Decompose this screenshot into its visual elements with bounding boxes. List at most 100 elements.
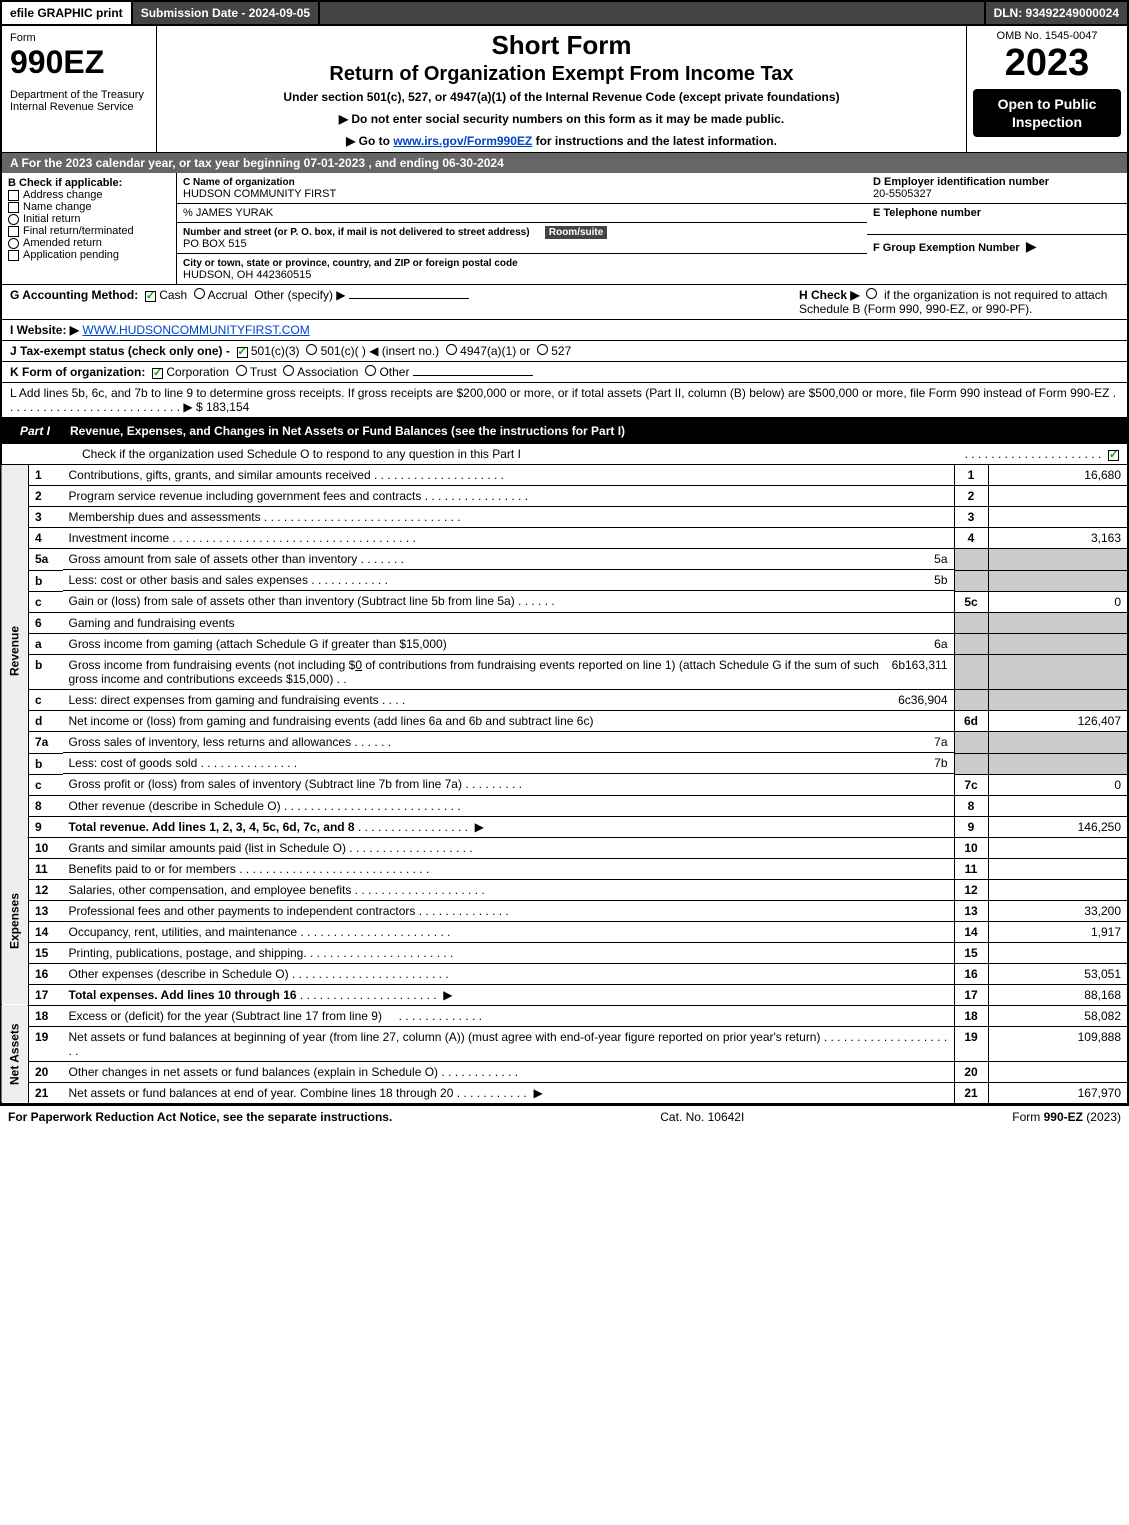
title-short-form: Short Form	[165, 30, 958, 61]
k-label: K Form of organization:	[10, 365, 145, 379]
row6-desc: Gaming and fundraising events	[63, 612, 955, 633]
row4-desc: Investment income	[69, 531, 170, 545]
goto-link-line: ▶ Go to www.irs.gov/Form990EZ for instru…	[165, 134, 958, 148]
chk-application-pending[interactable]	[8, 250, 19, 261]
row7a-sub: 7a	[934, 735, 947, 749]
chk-initial-return[interactable]	[8, 214, 19, 225]
row6b-val: 0	[355, 658, 362, 672]
footer-right: Form 990-EZ (2023)	[1012, 1110, 1121, 1124]
footer-right-bold: 990-EZ	[1044, 1110, 1083, 1124]
side-revenue: Revenue	[1, 465, 29, 837]
row19-amt: 109,888	[988, 1026, 1128, 1061]
line-l: L Add lines 5b, 6c, and 7b to line 9 to …	[0, 383, 1129, 418]
row7c-amt: 0	[988, 774, 1128, 795]
row15-amt	[988, 942, 1128, 963]
part-i-tab: Part I	[10, 422, 60, 440]
row7a-desc: Gross sales of inventory, less returns a…	[69, 735, 352, 749]
row3-amt	[988, 507, 1128, 528]
section-a-bar: A For the 2023 calendar year, or tax yea…	[0, 153, 1129, 173]
lbl-other-org: Other	[379, 365, 409, 379]
chk-address-change[interactable]	[8, 190, 19, 201]
row6c-sub: 6c	[898, 693, 911, 707]
row19-desc: Net assets or fund balances at beginning…	[69, 1030, 821, 1044]
chk-cash[interactable]	[145, 291, 156, 302]
h-label: H Check ▶	[799, 288, 860, 302]
form-number: 990EZ	[10, 44, 148, 81]
line-g-h: G Accounting Method: Cash Accrual Other …	[0, 285, 1129, 320]
chk-association[interactable]	[283, 365, 294, 376]
chk-name-change[interactable]	[8, 202, 19, 213]
row3-desc: Membership dues and assessments	[69, 510, 261, 524]
inspection-badge: Open to Public Inspection	[973, 89, 1121, 137]
e-label: E Telephone number	[873, 207, 981, 219]
topbar-spacer	[320, 2, 983, 24]
lbl-other-method: Other (specify) ▶	[254, 288, 345, 302]
side-expenses: Expenses	[1, 837, 29, 1005]
lbl-501c: 501(c)( ) ◀ (insert no.)	[321, 344, 440, 358]
warn2-post: for instructions and the latest informat…	[532, 134, 777, 148]
org-name: HUDSON COMMUNITY FIRST	[183, 188, 336, 200]
row18-desc: Excess or (deficit) for the year (Subtra…	[69, 1009, 382, 1023]
side-netassets: Net Assets	[1, 1005, 29, 1103]
chk-final-return[interactable]	[8, 226, 19, 237]
irs-link[interactable]: www.irs.gov/Form990EZ	[393, 134, 532, 148]
chk-schedule-o[interactable]	[1108, 450, 1119, 461]
chk-501c3[interactable]	[237, 347, 248, 358]
chk-corporation[interactable]	[152, 368, 163, 379]
ssn-warning: ▶ Do not enter social security numbers o…	[165, 112, 958, 126]
row7b-desc: Less: cost of goods sold	[69, 756, 198, 770]
row6a-desc: Gross income from gaming (attach Schedul…	[69, 637, 935, 651]
row17-amt: 88,168	[988, 984, 1128, 1005]
chk-amended-return[interactable]	[8, 238, 19, 249]
lbl-501c3: 501(c)(3)	[251, 344, 300, 358]
row6b-subval: 163,311	[905, 658, 948, 686]
chk-other-org[interactable]	[365, 365, 376, 376]
row6b-sub: 6b	[892, 658, 905, 686]
row12-desc: Salaries, other compensation, and employ…	[69, 883, 352, 897]
l-amount: $ 183,154	[196, 400, 249, 414]
top-bar: efile GRAPHIC print Submission Date - 20…	[0, 0, 1129, 26]
row21-amt: 167,970	[988, 1082, 1128, 1103]
header-left: Form 990EZ Department of the Treasury In…	[2, 26, 157, 152]
row11-amt	[988, 858, 1128, 879]
dln: DLN: 93492249000024	[986, 2, 1127, 24]
website-link[interactable]: WWW.HUDSONCOMMUNITYFIRST.COM	[82, 323, 309, 337]
row9-desc: Total revenue. Add lines 1, 2, 3, 4, 5c,…	[69, 820, 355, 834]
lbl-final-return: Final return/terminated	[23, 225, 134, 237]
chk-schedule-b[interactable]	[866, 288, 877, 299]
row5a-desc: Gross amount from sale of assets other t…	[69, 552, 358, 566]
chk-501c[interactable]	[306, 344, 317, 355]
chk-527[interactable]	[537, 344, 548, 355]
other-method-input[interactable]	[349, 298, 469, 299]
g-label: G Accounting Method:	[10, 288, 138, 302]
row1-amt: 16,680	[988, 465, 1128, 486]
lbl-4947: 4947(a)(1) or	[460, 344, 530, 358]
row18-amt: 58,082	[988, 1005, 1128, 1026]
dept-label: Department of the Treasury Internal Reve…	[10, 89, 148, 113]
street: PO BOX 515	[183, 238, 247, 250]
room-label: Room/suite	[545, 226, 607, 239]
chk-accrual[interactable]	[194, 288, 205, 299]
chk-4947[interactable]	[446, 344, 457, 355]
row6d-desc: Net income or (loss) from gaming and fun…	[63, 711, 955, 732]
page-footer: For Paperwork Reduction Act Notice, see …	[0, 1104, 1129, 1128]
form-label: Form	[10, 32, 148, 44]
lbl-initial-return: Initial return	[23, 213, 80, 225]
row2-desc: Program service revenue including govern…	[69, 489, 422, 503]
lbl-cash: Cash	[159, 288, 187, 302]
footer-left: For Paperwork Reduction Act Notice, see …	[8, 1110, 392, 1124]
footer-center: Cat. No. 10642I	[660, 1110, 744, 1124]
f-label: F Group Exemption Number	[873, 242, 1020, 254]
row9-amt: 146,250	[988, 816, 1128, 837]
chk-trust[interactable]	[236, 365, 247, 376]
check-note-text: Check if the organization used Schedule …	[82, 447, 521, 461]
care-of: % JAMES YURAK	[177, 204, 867, 223]
row13-amt: 33,200	[988, 900, 1128, 921]
check-b-column: B Check if applicable: Address change Na…	[2, 173, 177, 284]
row5b-sub: 5b	[934, 573, 947, 587]
row16-amt: 53,051	[988, 963, 1128, 984]
row6b-pre: Gross income from fundraising events (no…	[69, 658, 356, 672]
j-label: J Tax-exempt status (check only one) -	[10, 344, 230, 358]
other-org-input[interactable]	[413, 375, 533, 376]
row14-desc: Occupancy, rent, utilities, and maintena…	[69, 925, 298, 939]
